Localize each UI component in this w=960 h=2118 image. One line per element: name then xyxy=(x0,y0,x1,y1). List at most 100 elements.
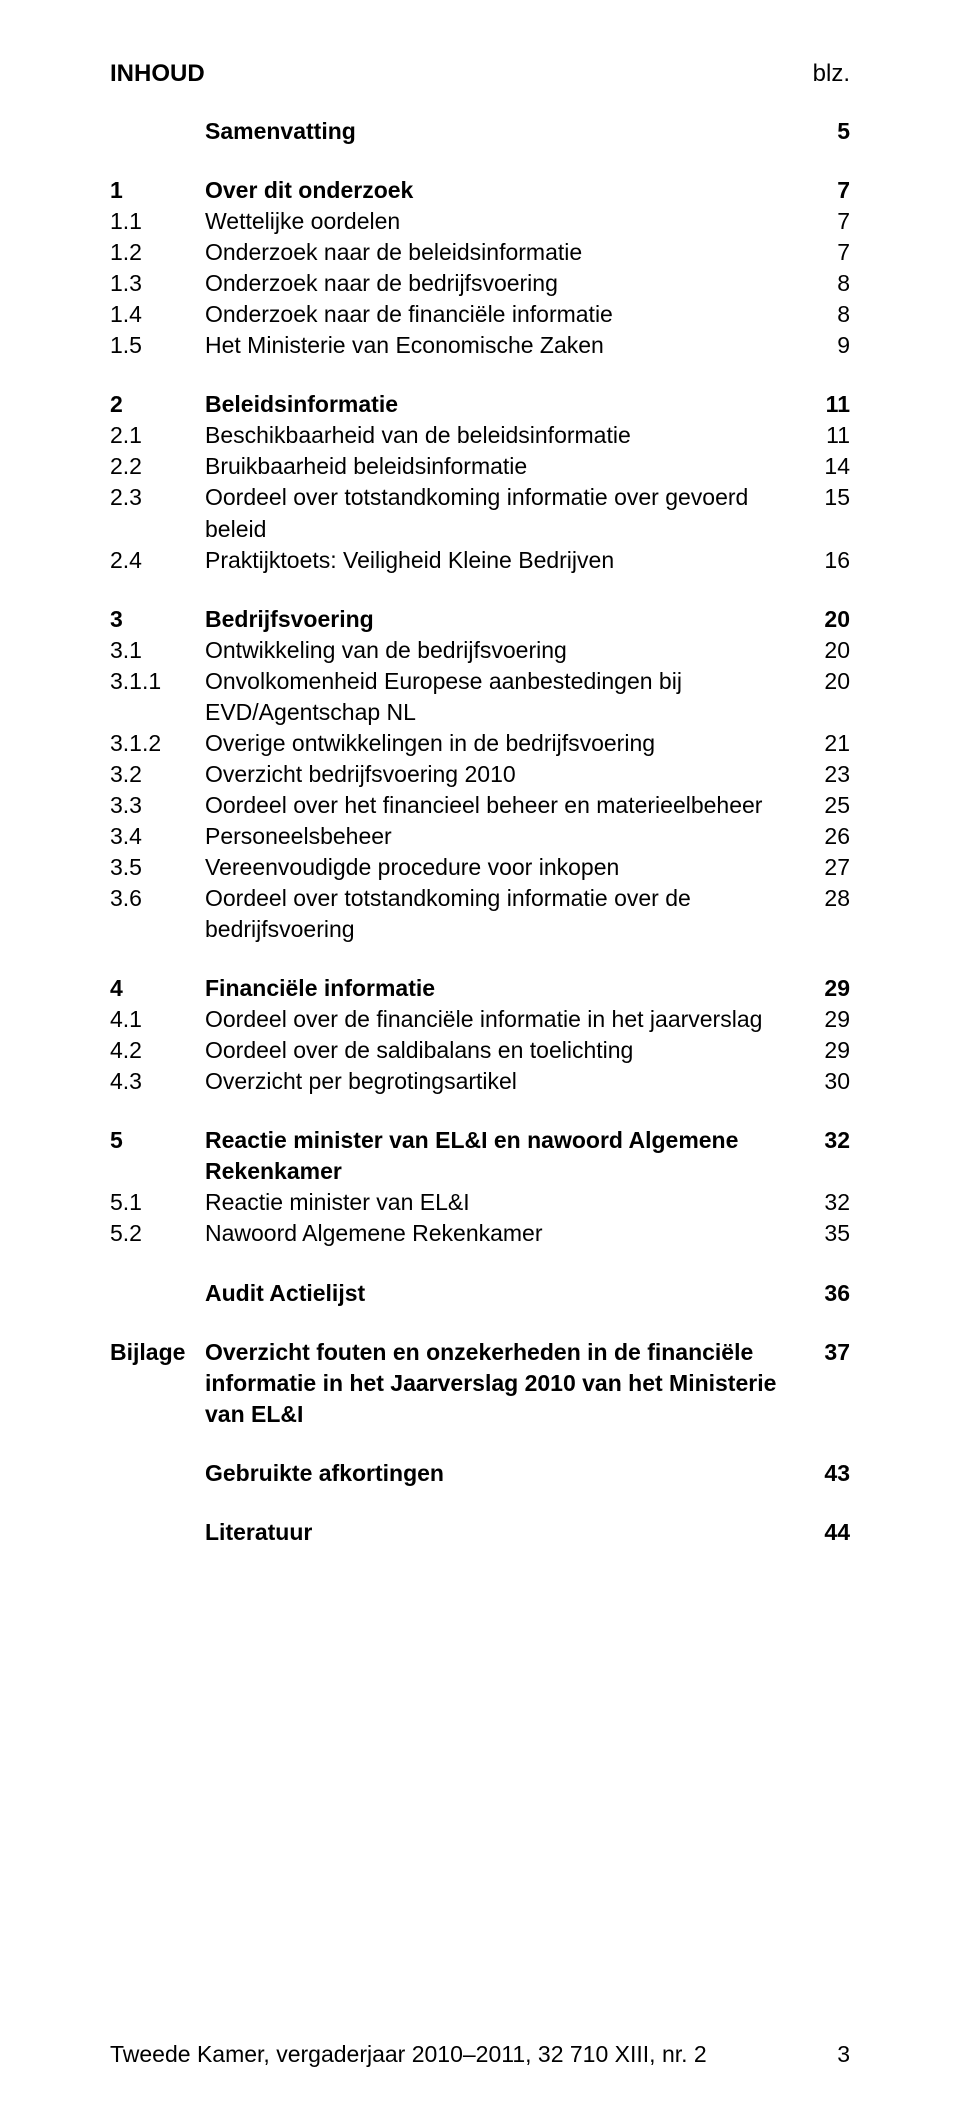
toc-number: 1.3 xyxy=(110,268,205,299)
toc-number: Bijlage xyxy=(110,1337,205,1368)
toc-row: Gebruikte afkortingen43 xyxy=(110,1458,850,1489)
toc-label: Overzicht bedrijfsvoering 2010 xyxy=(205,759,802,790)
toc-label: Overige ontwikkelingen in de bedrijfsvoe… xyxy=(205,728,802,759)
toc-page: 8 xyxy=(802,299,850,330)
page-title: INHOUD xyxy=(110,60,205,88)
toc-row: 3Bedrijfsvoering20 xyxy=(110,604,850,635)
toc-label: Onvolkomenheid Europese aanbestedingen b… xyxy=(205,666,802,728)
toc-row: 5.2Nawoord Algemene Rekenkamer35 xyxy=(110,1218,850,1249)
toc-number: 4.1 xyxy=(110,1004,205,1035)
toc-page: 29 xyxy=(802,973,850,1004)
toc-label: Bedrijfsvoering xyxy=(205,604,802,635)
toc-label: Beschikbaarheid van de beleidsinformatie xyxy=(205,420,802,451)
toc-row: 1.5Het Ministerie van Economische Zaken9 xyxy=(110,330,850,361)
toc-number: 3.4 xyxy=(110,821,205,852)
toc-row: 3.3Oordeel over het financieel beheer en… xyxy=(110,790,850,821)
toc-row: 2.4Praktijktoets: Veiligheid Kleine Bedr… xyxy=(110,545,850,576)
toc-row: Literatuur44 xyxy=(110,1517,850,1548)
toc-label: Reactie minister van EL&I xyxy=(205,1187,802,1218)
toc-label: Oordeel over het financieel beheer en ma… xyxy=(205,790,802,821)
toc-label: Reactie minister van EL&I en nawoord Alg… xyxy=(205,1125,802,1187)
toc-number: 5.2 xyxy=(110,1218,205,1249)
toc-page: 25 xyxy=(802,790,850,821)
toc-page: 29 xyxy=(802,1004,850,1035)
toc-number: 3.6 xyxy=(110,883,205,914)
toc-row: 1.3Onderzoek naar de bedrijfsvoering8 xyxy=(110,268,850,299)
toc-page: 20 xyxy=(802,666,850,697)
toc-label: Over dit onderzoek xyxy=(205,175,802,206)
toc-label: Personeelsbeheer xyxy=(205,821,802,852)
toc-row: 2.3Oordeel over totstandkoming informati… xyxy=(110,482,850,544)
toc-row: Audit Actielijst36 xyxy=(110,1278,850,1309)
toc-number: 3 xyxy=(110,604,205,635)
toc-label: Ontwikkeling van de bedrijfsvoering xyxy=(205,635,802,666)
toc-page: 15 xyxy=(802,482,850,513)
footer-page-number: 3 xyxy=(837,2041,850,2068)
toc-number: 1.1 xyxy=(110,206,205,237)
toc-page: 32 xyxy=(802,1125,850,1156)
toc-label: Het Ministerie van Economische Zaken xyxy=(205,330,802,361)
toc-page: 35 xyxy=(802,1218,850,1249)
toc-page: 36 xyxy=(802,1278,850,1309)
toc-row: 1.1Wettelijke oordelen7 xyxy=(110,206,850,237)
toc-page: 7 xyxy=(802,237,850,268)
toc-row: BijlageOverzicht fouten en onzekerheden … xyxy=(110,1337,850,1430)
toc-number: 1 xyxy=(110,175,205,206)
toc-number: 1.2 xyxy=(110,237,205,268)
toc-label: Financiële informatie xyxy=(205,973,802,1004)
toc-label: Bruikbaarheid beleidsinformatie xyxy=(205,451,802,482)
toc-page: 11 xyxy=(802,389,850,420)
toc-row: 3.1Ontwikkeling van de bedrijfsvoering20 xyxy=(110,635,850,666)
footer-left: Tweede Kamer, vergaderjaar 2010–2011, 32… xyxy=(110,2041,707,2068)
toc-row: 3.5Vereenvoudigde procedure voor inkopen… xyxy=(110,852,850,883)
toc-number: 4.2 xyxy=(110,1035,205,1066)
toc-number: 2 xyxy=(110,389,205,420)
toc-number: 3.1.2 xyxy=(110,728,205,759)
toc-page: 9 xyxy=(802,330,850,361)
toc-label: Overzicht per begrotingsartikel xyxy=(205,1066,802,1097)
toc-label: Onderzoek naar de financiële informatie xyxy=(205,299,802,330)
toc-row: Samenvatting5 xyxy=(110,116,850,147)
toc-number: 2.4 xyxy=(110,545,205,576)
toc-number: 5 xyxy=(110,1125,205,1156)
toc-page: 30 xyxy=(802,1066,850,1097)
toc-label: Oordeel over de financiële informatie in… xyxy=(205,1004,802,1035)
toc-label: Literatuur xyxy=(205,1517,802,1548)
toc-number: 1.5 xyxy=(110,330,205,361)
toc-page: 20 xyxy=(802,635,850,666)
toc-page: 16 xyxy=(802,545,850,576)
toc-row: 1.2Onderzoek naar de beleidsinformatie7 xyxy=(110,237,850,268)
toc-row: 2Beleidsinformatie11 xyxy=(110,389,850,420)
toc-number: 3.1.1 xyxy=(110,666,205,697)
toc-row: 2.2Bruikbaarheid beleidsinformatie14 xyxy=(110,451,850,482)
toc-row: 4.1Oordeel over de financiële informatie… xyxy=(110,1004,850,1035)
page: INHOUD blz. Samenvatting51Over dit onder… xyxy=(0,0,960,2118)
toc-number: 3.5 xyxy=(110,852,205,883)
toc-page: 26 xyxy=(802,821,850,852)
toc-label: Overzicht fouten en onzekerheden in de f… xyxy=(205,1337,802,1430)
toc-page: 5 xyxy=(802,116,850,147)
toc-label: Onderzoek naar de beleidsinformatie xyxy=(205,237,802,268)
toc-label: Vereenvoudigde procedure voor inkopen xyxy=(205,852,802,883)
toc-row: 3.1.2Overige ontwikkelingen in de bedrij… xyxy=(110,728,850,759)
toc-page: 21 xyxy=(802,728,850,759)
toc-page: 11 xyxy=(802,420,850,451)
toc-label: Praktijktoets: Veiligheid Kleine Bedrijv… xyxy=(205,545,802,576)
toc-row: 5.1Reactie minister van EL&I32 xyxy=(110,1187,850,1218)
toc-number: 5.1 xyxy=(110,1187,205,1218)
toc-number: 2.2 xyxy=(110,451,205,482)
toc-label: Oordeel over totstandkoming informatie o… xyxy=(205,482,802,544)
footer: Tweede Kamer, vergaderjaar 2010–2011, 32… xyxy=(110,2041,850,2068)
toc-row: 3.1.1Onvolkomenheid Europese aanbestedin… xyxy=(110,666,850,728)
toc-number: 2.3 xyxy=(110,482,205,513)
toc-number: 3.3 xyxy=(110,790,205,821)
toc-page: 29 xyxy=(802,1035,850,1066)
toc-label: Oordeel over totstandkoming informatie o… xyxy=(205,883,802,945)
table-of-contents: Samenvatting5 1Over dit onderzoek71.1Wett… xyxy=(110,116,850,1548)
toc-row: 4.2Oordeel over de saldibalans en toelic… xyxy=(110,1035,850,1066)
toc-row: 1.4Onderzoek naar de financiële informat… xyxy=(110,299,850,330)
toc-page: 7 xyxy=(802,175,850,206)
toc-page: 32 xyxy=(802,1187,850,1218)
toc-label: Oordeel over de saldibalans en toelichti… xyxy=(205,1035,802,1066)
toc-number: 3.1 xyxy=(110,635,205,666)
